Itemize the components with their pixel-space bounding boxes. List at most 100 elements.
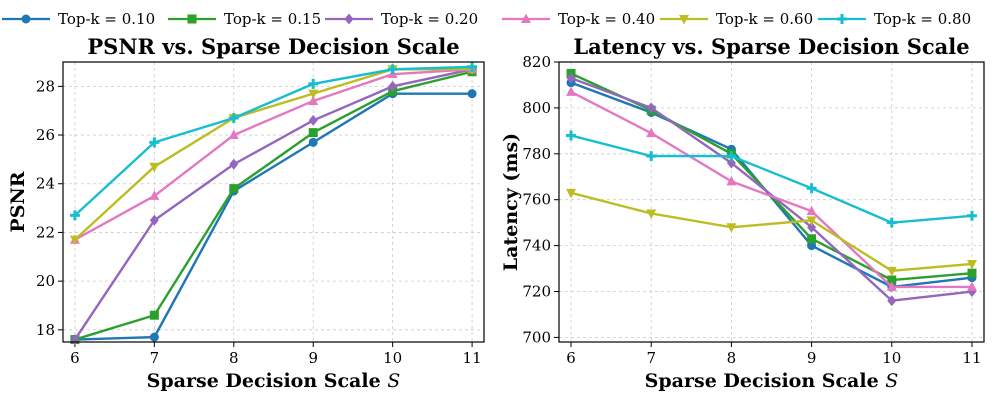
legend-label: Top-k = 0.15 xyxy=(224,10,321,28)
series-line xyxy=(570,81,973,289)
legend-marker xyxy=(344,13,354,25)
x-tick-label: 6 xyxy=(70,349,80,367)
x-tick-label: 9 xyxy=(308,349,318,367)
y-tick-label: 740 xyxy=(522,237,551,255)
legend-item: Top-k = 0.15 xyxy=(168,10,321,28)
x-tick-label: 8 xyxy=(229,349,239,367)
plot-frame xyxy=(62,61,485,343)
data-point xyxy=(966,259,977,270)
data-point xyxy=(387,64,398,75)
legend-marker xyxy=(679,15,689,25)
data-point xyxy=(566,86,577,96)
y-tick-label: 820 xyxy=(522,53,551,71)
legend-item: Top-k = 0.80 xyxy=(818,10,971,28)
legend-item: Top-k = 0.40 xyxy=(502,10,655,28)
x-tick-label: 8 xyxy=(727,349,737,367)
y-axis-label: PSNR xyxy=(7,171,29,232)
data-point xyxy=(229,184,239,194)
latency-chart: 6 7 8 9 10 11 700 720 740 760 780 800 820 Latency vs.… xyxy=(500,34,985,392)
series-6 xyxy=(69,61,478,221)
data-point xyxy=(566,72,576,84)
data-point xyxy=(308,78,319,89)
data-point xyxy=(308,137,318,147)
data-point xyxy=(806,205,817,216)
data-point xyxy=(149,137,160,148)
x-tick-label: 10 xyxy=(882,349,901,367)
data-point xyxy=(566,130,577,141)
data-point xyxy=(228,129,239,140)
legend-item: Top-k = 0.60 xyxy=(660,10,813,28)
legend-item: Top-k = 0.20 xyxy=(325,10,478,28)
x-tick-label: 6 xyxy=(566,349,576,367)
y-tick-label: 28 xyxy=(36,77,55,95)
data-point xyxy=(726,151,737,162)
legend-label: Top-k = 0.40 xyxy=(558,10,655,28)
legend-label: Top-k = 0.80 xyxy=(874,10,971,28)
x-axis-label: Sparse Decision Scale S xyxy=(645,370,899,392)
data-point xyxy=(966,210,977,221)
legend-marker xyxy=(21,14,31,24)
data-point xyxy=(69,210,80,221)
y-tick-label: 22 xyxy=(36,223,55,241)
legend-label: Top-k = 0.60 xyxy=(716,10,813,28)
data-point xyxy=(887,275,897,285)
series-line xyxy=(74,70,473,341)
data-point xyxy=(149,162,160,173)
legend-label: Top-k = 0.20 xyxy=(381,10,478,28)
x-tick-label: 10 xyxy=(383,349,402,367)
chart-title: Latency vs. Sparse Decision Scale xyxy=(573,34,969,59)
series-2 xyxy=(70,67,477,345)
data-point xyxy=(887,295,897,307)
data-point xyxy=(308,89,319,100)
series-line xyxy=(570,90,972,289)
data-point xyxy=(388,80,398,92)
series-line xyxy=(570,191,973,273)
data-point xyxy=(229,158,239,170)
x-tick-label: 9 xyxy=(807,349,817,367)
y-axis-label: Latency (ms) xyxy=(500,133,522,271)
series-line xyxy=(74,68,473,241)
legend-item: Top-k = 0.10 xyxy=(2,10,155,28)
data-point xyxy=(726,157,736,169)
data-point xyxy=(69,235,80,246)
series-line xyxy=(74,65,473,217)
data-point xyxy=(646,151,657,162)
y-tick-label: 20 xyxy=(36,272,55,290)
series-2 xyxy=(566,68,977,285)
series-line xyxy=(570,134,973,224)
data-point xyxy=(807,221,817,233)
legend-label: Top-k = 0.10 xyxy=(58,10,155,28)
y-tick-label: 780 xyxy=(522,145,551,163)
data-point xyxy=(646,102,656,114)
data-point xyxy=(806,216,817,226)
legend-marker xyxy=(187,14,197,24)
series-3 xyxy=(70,63,477,346)
series-line xyxy=(74,92,473,341)
series-5 xyxy=(566,188,977,277)
data-point xyxy=(149,190,160,200)
y-tick-label: 760 xyxy=(522,191,551,209)
series-4 xyxy=(566,86,977,291)
y-tick-label: 800 xyxy=(522,99,551,117)
data-point xyxy=(228,113,239,123)
data-point xyxy=(967,268,977,278)
series-6 xyxy=(566,130,977,228)
data-point xyxy=(726,175,737,186)
y-tick-label: 24 xyxy=(36,175,55,193)
x-axis-label: Sparse Decision Scale S xyxy=(147,370,401,392)
data-point xyxy=(149,214,159,226)
data-point xyxy=(807,234,817,244)
data-point xyxy=(467,89,477,99)
y-tick-label: 18 xyxy=(36,321,55,339)
legend: Top-k = 0.10 Top-k = 0.15 Top-k = 0.20 Top-… xyxy=(2,10,971,28)
y-tick-label: 26 xyxy=(36,126,55,144)
data-point xyxy=(646,127,657,138)
data-point xyxy=(646,209,657,219)
data-point xyxy=(308,114,318,126)
series-line xyxy=(570,76,973,302)
x-tick-label: 7 xyxy=(150,349,160,367)
psnr-chart: 6 7 8 9 10 11 18 20 22 24 26 28 PSNR vs. Sparse Deci… xyxy=(7,34,485,392)
legend-marker xyxy=(521,13,531,23)
series-line xyxy=(73,68,473,341)
